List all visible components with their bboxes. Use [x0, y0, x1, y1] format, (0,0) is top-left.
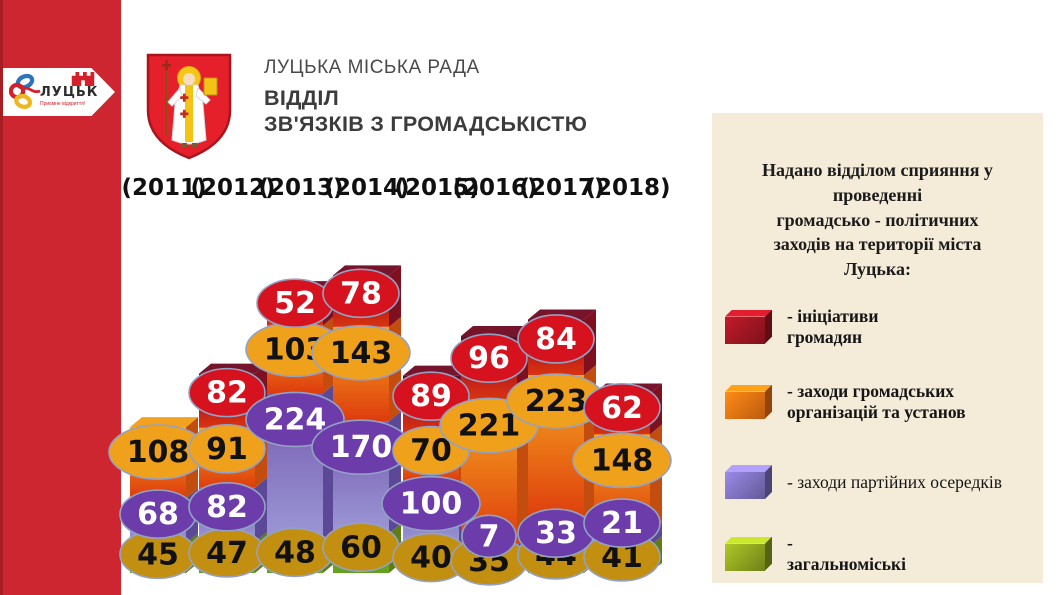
value-label-text: 221 — [458, 408, 521, 443]
value-label-text: 223 — [525, 384, 588, 419]
sidebar-accent-bar: ЛУЦЬК Приємне відкриття! — [0, 0, 121, 595]
org-name: ЛУЦЬКА МІСЬКА РАДА — [264, 57, 480, 78]
value-label-text: 148 — [591, 443, 654, 478]
legend-label: - ініціативи громадян — [787, 306, 879, 347]
value-label-text: 47 — [206, 536, 248, 571]
value-label-text: 82 — [206, 490, 248, 525]
value-label: 47 — [188, 528, 266, 578]
value-label-text: 89 — [410, 379, 452, 414]
year-label-2011: (2011) — [121, 175, 206, 201]
value-labels: 4568108478291824822410352601701437840100… — [108, 268, 672, 586]
value-label-text: 96 — [468, 341, 510, 376]
value-label: 78 — [322, 268, 400, 319]
lutsk-logo-banner: ЛУЦЬК Приємне відкриття! — [3, 68, 115, 116]
legend-item-1: - заходи громадських організацій та уста… — [725, 381, 1030, 422]
value-label: 48 — [256, 527, 334, 578]
legend-item-0: - ініціативи громадян — [725, 306, 1030, 347]
castle-icon — [71, 71, 95, 86]
value-label: 82 — [188, 367, 266, 418]
legend-swatch-cube — [725, 309, 772, 344]
value-label-text: 143 — [330, 336, 393, 371]
value-label: 62 — [583, 383, 661, 433]
value-label-text: 68 — [137, 497, 179, 532]
dept-line1: ВІДДІЛ — [264, 86, 339, 110]
year-labels: (2011)(2012)(2013)(2014)(2015)(2016)(201… — [121, 175, 670, 201]
year-label-2013: (2013) — [258, 175, 343, 201]
value-label-text: 33 — [535, 516, 577, 551]
value-label: 148 — [572, 432, 672, 489]
legend-label: - заходи громадських організацій та уста… — [787, 381, 966, 422]
value-label-text: 21 — [601, 506, 643, 541]
value-label: 60 — [322, 522, 400, 573]
legend-item-3: - загальноміські — [725, 533, 1030, 574]
value-label: 223 — [506, 373, 606, 429]
info-panel: Надано відділом сприяння у проведенні гр… — [712, 113, 1043, 583]
year-label-2015: (2015) — [394, 175, 479, 201]
value-label-text: 7 — [479, 519, 500, 554]
value-label-text: 70 — [410, 434, 452, 469]
value-label: 21 — [583, 498, 661, 548]
legend-swatch-cube — [725, 465, 772, 499]
stacked-bar-chart: 4568108478291824822410352601701437840100… — [108, 175, 672, 586]
lutsk-coat-of-arms — [146, 53, 232, 160]
value-label-text: 170 — [330, 430, 393, 465]
year-label-2016: (2016) — [452, 175, 537, 201]
logo-text: ЛУЦЬК — [40, 85, 99, 100]
value-label: 170 — [311, 419, 411, 476]
value-label-text: 84 — [535, 322, 577, 357]
year-label-2018: (2018) — [585, 175, 670, 201]
value-label-text: 91 — [206, 432, 248, 467]
legend-swatch-cube — [725, 536, 772, 571]
legend-swatch-cube — [725, 384, 772, 419]
value-label-text: 40 — [410, 541, 452, 576]
legend-label: - загальноміські — [787, 533, 906, 574]
value-label-text: 108 — [127, 435, 190, 470]
value-label: 84 — [517, 314, 595, 364]
logo-text-block: ЛУЦЬК Приємне відкриття! — [39, 70, 101, 114]
value-label: 40 — [392, 532, 470, 583]
year-label-2014: (2014) — [324, 175, 409, 201]
value-label-text: 60 — [340, 530, 382, 565]
value-label-text: 52 — [274, 286, 316, 321]
value-label: 143 — [311, 325, 411, 381]
logo-tagline: Приємне відкриття! — [40, 101, 86, 107]
header: ЛУЦЬКА МІСЬКА РАДА ВІДДІЛ ЗВ'ЯЗКІВ З ГРО… — [264, 57, 587, 137]
value-label-text: 78 — [340, 276, 382, 311]
value-label-text: 45 — [137, 537, 179, 572]
value-label: 89 — [392, 371, 470, 422]
value-label: 45 — [119, 529, 197, 580]
value-label-text: 224 — [264, 402, 327, 437]
value-label: 68 — [119, 489, 197, 539]
panel-title: Надано відділом сприяння у проведенні гр… — [762, 160, 993, 280]
value-label-text: 48 — [274, 535, 316, 570]
value-label-text: 82 — [206, 376, 248, 411]
legend-item-2: - заходи партійних осередків — [725, 465, 1030, 499]
legend-label: - заходи партійних осередків — [787, 471, 1002, 492]
value-label: 100 — [381, 475, 481, 532]
dept-line2: ЗВ'ЯЗКІВ З ГРОМАДСЬКІСТЮ — [264, 112, 588, 136]
lutsk-knot-icon — [9, 73, 41, 109]
year-label-2012: (2012) — [190, 175, 275, 201]
value-label: 96 — [450, 333, 528, 384]
value-label-text: 62 — [601, 391, 643, 426]
value-label: 7 — [461, 514, 517, 559]
bar-top-face — [130, 417, 198, 428]
year-label-2017: (2017) — [519, 175, 604, 201]
value-label: 91 — [188, 424, 266, 474]
bar-top-face — [461, 326, 529, 337]
value-label: 82 — [188, 482, 266, 532]
value-label-text: 100 — [400, 487, 463, 522]
value-label: 33 — [517, 508, 595, 558]
value-label: 52 — [256, 278, 334, 328]
